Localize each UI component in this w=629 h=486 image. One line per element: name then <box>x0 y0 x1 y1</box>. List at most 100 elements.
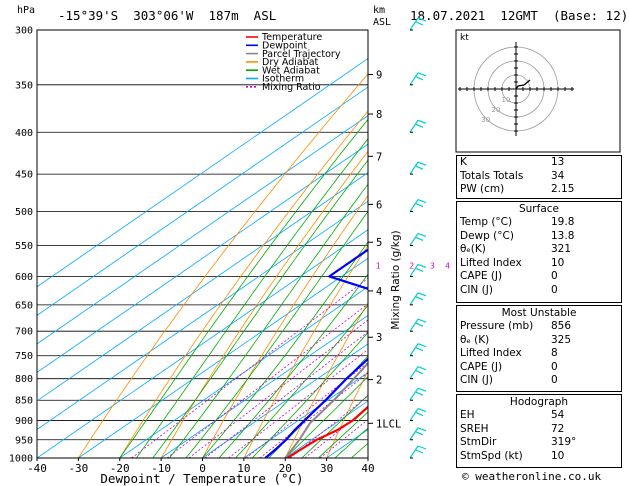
indices-top-box: K 13 Totals Totals 34 PW (cm) 2.15 <box>456 155 622 199</box>
wind-barb <box>409 72 427 86</box>
legend-label: Mixing Ratio <box>262 82 321 93</box>
x-tick-label: -30 <box>68 462 88 475</box>
legend-label: Dry Adiabat <box>262 57 319 68</box>
index-label: PW (cm) <box>460 183 505 195</box>
wet-adiabat-line <box>135 138 368 458</box>
isotherm-line <box>37 229 368 458</box>
legend-label: Dewpoint <box>262 41 307 52</box>
wind-barb <box>409 263 427 277</box>
dewpoint-series-line <box>264 248 368 458</box>
index-label: CAPE (J) <box>460 270 503 282</box>
x-tick-label: -40 <box>27 462 47 475</box>
pressure-tick-label: 700 <box>15 327 33 338</box>
km-tick-label: 8 <box>376 109 382 121</box>
wet-adiabat-line <box>185 210 368 458</box>
index-value: 319° <box>551 436 577 448</box>
mixing-ratio-label: 2 <box>409 261 414 270</box>
wet-adiabat-line <box>301 394 368 458</box>
wet-adiabat-line <box>218 273 368 458</box>
index-label: Dewp (°C) <box>460 229 514 242</box>
index-label: StmDir <box>460 436 497 448</box>
mixing-ratio-label: 3 <box>430 261 435 270</box>
legend-label: Temperature <box>261 32 322 43</box>
asl-unit-label: ASL <box>373 17 392 28</box>
x-tick-label: -10 <box>151 462 171 475</box>
index-value: 0 <box>551 374 558 386</box>
legend-label: Parcel Trajectory <box>262 49 341 60</box>
index-label: θₑ (K) <box>460 333 490 346</box>
index-value: 10 <box>551 256 565 269</box>
index-value: 321 <box>551 243 572 255</box>
index-value: 0 <box>551 270 558 282</box>
index-value: 2.15 <box>551 183 575 195</box>
index-label: Lifted Index <box>460 347 522 359</box>
index-value: 8 <box>551 347 558 359</box>
km-tick-label: 1LCL <box>376 418 401 430</box>
index-label: Pressure (mb) <box>460 320 534 332</box>
most-unstable-title: Most Unstable <box>501 307 577 319</box>
index-label: EH <box>460 409 475 421</box>
wind-barb <box>409 232 427 246</box>
index-row: θₑ(K) 321 <box>457 243 621 257</box>
wind-barb <box>409 387 427 401</box>
index-row: Lifted Index 8 <box>457 347 621 361</box>
hodograph-stats-title: Hodograph <box>509 396 569 408</box>
x-tick-label: 20 <box>279 462 292 475</box>
km-tick-label: 9 <box>376 69 382 81</box>
index-row: Temp (°C) 19.8 <box>457 216 621 230</box>
wind-barb <box>409 427 427 441</box>
mixing-ratio-line <box>304 407 368 458</box>
wet-adiabat-line <box>202 241 368 458</box>
mixing-ratio-line <box>204 331 368 458</box>
wet-adiabat-line <box>152 159 368 458</box>
wet-adiabat-line <box>235 304 368 458</box>
index-value: 10 <box>551 449 565 462</box>
index-row: PW (cm) 2.15 <box>457 183 621 197</box>
km-tick-label: 7 <box>376 151 382 163</box>
location-title: -15°39'S 303°06'W 187m ASL <box>58 8 277 23</box>
dry-adiabat-line <box>160 150 368 458</box>
index-label: Totals Totals <box>460 169 524 182</box>
wind-barb <box>409 199 427 213</box>
index-row: SREH 72 <box>457 423 621 437</box>
wind-barb <box>409 292 427 306</box>
dry-adiabat-line <box>243 244 368 458</box>
isotherm-line <box>37 86 368 316</box>
index-value: 0 <box>551 283 558 296</box>
surface-box: Surface Temp (°C) 19.8 Dewp (°C) 13.8 θₑ(K) 3… <box>456 201 622 303</box>
parcel-trajectory-series-line <box>284 361 368 458</box>
mixing-ratio-label: 1 <box>376 261 381 270</box>
pressure-tick-label: 750 <box>15 351 33 362</box>
mixing-ratio-label: 4 <box>445 261 450 270</box>
wind-barb <box>409 445 427 459</box>
index-row: EH 54 <box>457 409 621 423</box>
index-label: Temp (°C) <box>460 216 513 228</box>
index-label: CAPE (J) <box>460 360 503 373</box>
x-axis-label: Dewpoint / Temperature (°C) <box>100 471 303 486</box>
index-value: 856 <box>551 320 572 332</box>
pressure-tick-label: 800 <box>15 374 33 385</box>
wind-barb <box>409 407 427 422</box>
index-label: K <box>460 156 467 168</box>
legend-label: Wet Adiabat <box>262 65 320 76</box>
wet-adiabat-line <box>119 118 368 458</box>
pressure-tick-label: 650 <box>15 300 33 311</box>
hodograph-stats-box: Hodograph EH 54 SREH 72 StmDir 319° StmSpd (kt… <box>456 394 622 468</box>
pressure-tick-label: 600 <box>15 272 33 283</box>
isotherm-line <box>78 257 368 458</box>
index-label: SREH <box>460 422 489 435</box>
index-value: 54 <box>551 409 565 421</box>
surface-title: Surface <box>518 203 559 215</box>
footer-credit: © weatheronline.co.uk <box>462 470 602 483</box>
index-label: CIN (J) <box>460 374 493 386</box>
pressure-tick-label: 350 <box>15 80 33 91</box>
wind-barb <box>409 17 427 31</box>
mixing-ratio-line <box>319 419 368 458</box>
hpa-unit-label: hPa <box>17 5 36 16</box>
km-tick-label: 2 <box>376 375 382 387</box>
pressure-tick-label: 400 <box>15 128 33 139</box>
index-row: Pressure (mb) 856 <box>457 320 621 334</box>
dry-adiabat-line <box>78 73 368 458</box>
pressure-tick-label: 300 <box>15 26 33 37</box>
mixing-ratio-line <box>166 303 368 458</box>
